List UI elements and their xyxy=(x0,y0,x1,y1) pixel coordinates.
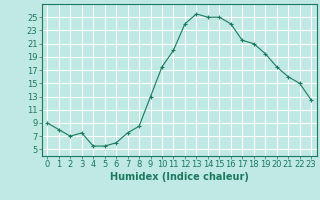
X-axis label: Humidex (Indice chaleur): Humidex (Indice chaleur) xyxy=(110,172,249,182)
